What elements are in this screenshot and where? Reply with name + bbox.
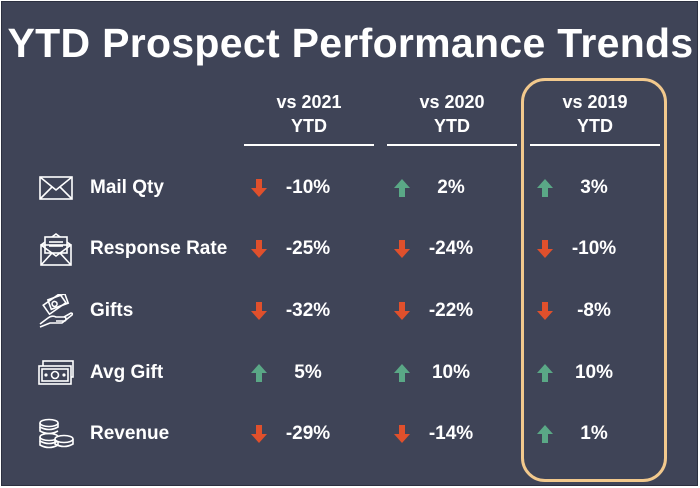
column-header-rule — [244, 144, 374, 146]
metric-cell: -8% — [536, 291, 656, 331]
metric-cell: 10% — [393, 353, 513, 393]
down-arrow-icon — [537, 240, 553, 258]
metric-value: -10% — [285, 177, 331, 198]
metric-row-response-rate: Response Rate -25% -24% -10% — [2, 229, 699, 269]
metric-value: 2% — [437, 177, 465, 198]
metric-row-mail-qty: Mail Qty -10% 2% 3% — [2, 168, 699, 208]
metric-label: Response Rate — [90, 238, 228, 259]
metric-cell: 2% — [393, 168, 513, 208]
metric-row-avg-gift: Avg Gift 5% 10% 10% — [2, 353, 699, 393]
page-title: YTD Prospect Performance Trends — [7, 20, 694, 66]
metric-cell: -24% — [393, 229, 513, 269]
down-arrow-icon — [251, 302, 267, 320]
metric-value: 3% — [580, 177, 608, 198]
vs-2019-highlight-box — [521, 78, 667, 482]
up-arrow-icon — [394, 179, 410, 197]
column-header-vs-2019: vs 2019 YTD — [530, 90, 660, 146]
metric-cell: -32% — [250, 291, 370, 331]
banknotes-icon — [36, 353, 76, 393]
down-arrow-icon — [394, 425, 410, 443]
metric-value: 10% — [431, 362, 471, 383]
metric-cell: -25% — [250, 229, 370, 269]
up-arrow-icon — [537, 425, 553, 443]
metric-cell: 1% — [536, 414, 656, 454]
metric-row-gifts: Gifts -32% -22% -8% — [2, 291, 699, 331]
metric-label: Revenue — [90, 423, 170, 444]
down-arrow-icon — [251, 240, 267, 258]
metric-value: -29% — [285, 423, 331, 444]
down-arrow-icon — [537, 302, 553, 320]
metric-cell: 10% — [536, 353, 656, 393]
envelope-icon — [36, 168, 76, 208]
open-mail-icon — [36, 229, 76, 269]
down-arrow-icon — [251, 425, 267, 443]
down-arrow-icon — [251, 179, 267, 197]
up-arrow-icon — [537, 364, 553, 382]
metric-value: -8% — [577, 300, 611, 321]
metric-cell: -29% — [250, 414, 370, 454]
metric-cell: -10% — [536, 229, 656, 269]
metric-value: -22% — [428, 300, 474, 321]
column-header-line1: vs 2019 — [562, 92, 628, 112]
column-header-vs-2020: vs 2020 YTD — [387, 90, 517, 146]
metric-value: 1% — [580, 423, 608, 444]
metric-label: Gifts — [90, 300, 134, 321]
up-arrow-icon — [251, 364, 267, 382]
metric-cell: 3% — [536, 168, 656, 208]
column-header-line2: YTD — [577, 116, 613, 136]
hand-money-icon — [36, 291, 76, 331]
column-header-line2: YTD — [291, 116, 327, 136]
column-header-line1: vs 2021 — [276, 92, 342, 112]
metric-value: -14% — [428, 423, 474, 444]
metric-cell: -14% — [393, 414, 513, 454]
metric-cell: 5% — [250, 353, 370, 393]
column-header-rule — [530, 144, 660, 146]
column-header-vs-2021: vs 2021 YTD — [244, 90, 374, 146]
up-arrow-icon — [537, 179, 553, 197]
coins-icon — [36, 414, 76, 454]
down-arrow-icon — [394, 302, 410, 320]
metric-value: 5% — [294, 362, 322, 383]
column-header-line2: YTD — [434, 116, 470, 136]
metric-label: Mail Qty — [90, 177, 164, 198]
metric-cell: -10% — [250, 168, 370, 208]
column-header-line1: vs 2020 — [419, 92, 485, 112]
column-header-rule — [387, 144, 517, 146]
metric-value: -24% — [428, 238, 474, 259]
metric-value: -10% — [571, 238, 617, 259]
down-arrow-icon — [394, 240, 410, 258]
metric-value: -32% — [285, 300, 331, 321]
metric-row-revenue: Revenue -29% -14% 1% — [2, 414, 699, 454]
metric-value: -25% — [285, 238, 331, 259]
up-arrow-icon — [394, 364, 410, 382]
metric-value: 10% — [574, 362, 614, 383]
metric-cell: -22% — [393, 291, 513, 331]
metric-label: Avg Gift — [90, 362, 164, 383]
